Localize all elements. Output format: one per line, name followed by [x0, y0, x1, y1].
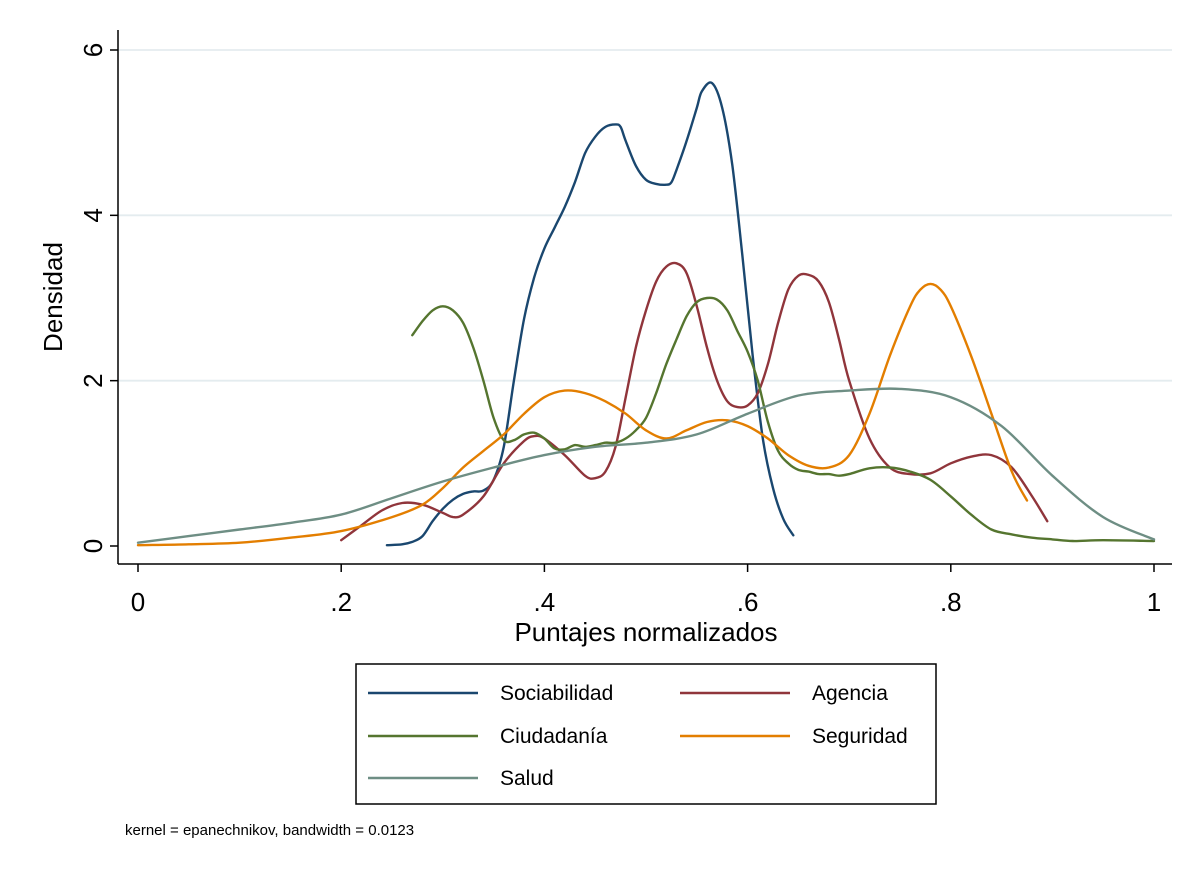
legend-label-agencia: Agencia	[812, 682, 888, 705]
legend: Sociabilidad Agencia Ciudadanía Seguridad Sa…	[355, 663, 937, 805]
legend-box	[355, 663, 937, 805]
x-tick-label-3: .6	[737, 587, 759, 617]
axes	[117, 30, 1172, 565]
chart-note: kernel = epanechnikov, bandwidth = 0.012…	[125, 822, 414, 839]
x-tick-label-2: .4	[534, 587, 556, 617]
x-axis-title: Puntajes normalizados	[514, 617, 777, 647]
series-line-ciudadania	[411, 296, 1156, 543]
series-line-salud	[136, 387, 1156, 544]
series-line-agencia	[340, 261, 1049, 542]
x-tick-label-5: 1	[1147, 587, 1161, 617]
legend-label-salud: Salud	[500, 767, 554, 790]
x-tick-label-0: 0	[131, 587, 145, 617]
y-tick-label-0: 0	[78, 539, 108, 553]
gridlines	[118, 49, 1172, 382]
x-tick-label-1: .2	[330, 587, 352, 617]
y-tick-label-3: 6	[78, 43, 108, 57]
legend-label-ciudadania: Ciudadanía	[500, 725, 608, 748]
legend-label-seguridad: Seguridad	[812, 725, 908, 748]
x-tick-label-4: .8	[940, 587, 962, 617]
legend-label-sociabilidad: Sociabilidad	[500, 682, 613, 705]
y-tick-label-2: 4	[78, 208, 108, 222]
series-lines	[136, 81, 1156, 547]
series-line-seguridad	[136, 282, 1029, 547]
ticks: 0 .2 .4 .6 .8 1 0 2 4 6	[78, 43, 1161, 617]
y-axis-title: Densidad	[38, 242, 68, 352]
series-line-sociabilidad	[385, 81, 795, 547]
y-tick-label-1: 2	[78, 373, 108, 387]
